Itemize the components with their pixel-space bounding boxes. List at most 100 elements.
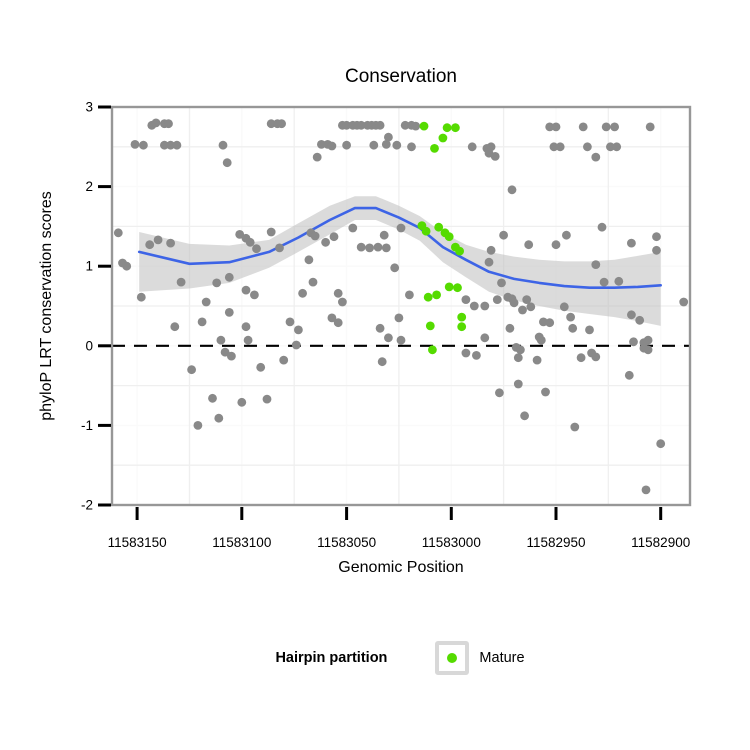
mature-data-point bbox=[442, 123, 452, 133]
svg-text:0: 0 bbox=[85, 338, 93, 353]
data-point bbox=[509, 298, 519, 308]
svg-text:-1: -1 bbox=[81, 418, 93, 433]
mature-data-point bbox=[453, 283, 462, 293]
data-point bbox=[384, 333, 393, 343]
data-point bbox=[317, 140, 326, 149]
data-point bbox=[375, 323, 385, 333]
data-point bbox=[652, 232, 661, 242]
mature-data-point bbox=[434, 222, 444, 232]
data-point bbox=[610, 122, 619, 132]
data-point bbox=[520, 411, 529, 421]
data-point bbox=[524, 240, 534, 250]
data-point bbox=[627, 238, 636, 248]
data-point bbox=[312, 152, 322, 162]
confidence-band bbox=[139, 196, 661, 326]
data-point bbox=[495, 388, 504, 398]
data-point bbox=[545, 318, 555, 328]
data-point bbox=[321, 237, 330, 247]
mature-data-point bbox=[444, 282, 454, 292]
data-point bbox=[224, 308, 234, 317]
data-point bbox=[136, 292, 146, 302]
data-point bbox=[369, 140, 379, 150]
data-point bbox=[484, 257, 494, 267]
data-point bbox=[237, 397, 247, 407]
data-point bbox=[480, 333, 490, 343]
data-point bbox=[208, 393, 217, 403]
data-point bbox=[541, 387, 550, 397]
mature-data-point bbox=[451, 123, 460, 133]
data-point bbox=[333, 318, 343, 328]
data-point bbox=[348, 223, 358, 233]
data-point bbox=[461, 348, 471, 358]
data-point bbox=[576, 353, 586, 363]
data-point bbox=[505, 323, 515, 333]
data-point bbox=[308, 277, 318, 287]
data-point bbox=[197, 317, 207, 327]
data-point bbox=[122, 261, 132, 271]
data-point bbox=[166, 238, 176, 248]
data-point bbox=[551, 240, 561, 250]
data-point bbox=[566, 312, 575, 322]
y-tick-labels: 3 2 1 0 -1 -2 bbox=[81, 100, 93, 513]
mature-data-point bbox=[425, 321, 435, 331]
data-point bbox=[627, 310, 636, 320]
data-point bbox=[375, 120, 385, 130]
data-point bbox=[342, 140, 351, 150]
data-point bbox=[507, 185, 517, 195]
x-axis-title: Genomic Position bbox=[338, 559, 464, 576]
data-point bbox=[176, 277, 186, 287]
data-point bbox=[545, 122, 555, 132]
data-point bbox=[411, 121, 421, 131]
data-point bbox=[266, 227, 276, 237]
data-point bbox=[212, 278, 222, 288]
data-point bbox=[559, 302, 569, 312]
data-point bbox=[224, 272, 234, 282]
data-point bbox=[235, 230, 245, 239]
data-point bbox=[643, 345, 653, 355]
data-point bbox=[365, 243, 374, 253]
data-point bbox=[338, 297, 347, 307]
data-point bbox=[113, 228, 123, 238]
axis-ticks bbox=[98, 105, 663, 520]
data-point bbox=[243, 335, 253, 345]
data-point bbox=[373, 242, 383, 252]
svg-text:1: 1 bbox=[85, 259, 93, 274]
svg-text:11583150: 11583150 bbox=[108, 535, 167, 550]
data-point bbox=[327, 141, 337, 151]
svg-text:2: 2 bbox=[85, 179, 93, 194]
data-point bbox=[170, 322, 180, 332]
data-point bbox=[601, 122, 611, 132]
data-point bbox=[153, 235, 163, 245]
data-point bbox=[635, 315, 645, 325]
data-point bbox=[499, 230, 508, 240]
data-point bbox=[591, 352, 601, 362]
data-point bbox=[472, 351, 481, 360]
data-point bbox=[555, 142, 565, 152]
svg-text:11582900: 11582900 bbox=[631, 535, 690, 550]
svg-text:11583000: 11583000 bbox=[422, 535, 481, 550]
mature-data-point bbox=[428, 345, 437, 355]
x-tick-labels: 11583150 11583100 11583050 11583000 11582950… bbox=[108, 535, 691, 550]
data-point bbox=[568, 323, 578, 333]
data-point bbox=[201, 297, 211, 307]
data-point bbox=[214, 413, 224, 423]
data-point bbox=[193, 421, 203, 430]
svg-text:3: 3 bbox=[85, 100, 93, 115]
data-point bbox=[652, 245, 661, 255]
data-point bbox=[679, 297, 689, 307]
legend-key-box bbox=[435, 641, 470, 675]
data-point bbox=[526, 302, 536, 312]
data-point bbox=[220, 347, 230, 357]
mature-point-icon bbox=[447, 653, 458, 663]
data-point bbox=[405, 290, 414, 300]
legend-item-label: Mature bbox=[479, 650, 525, 666]
data-point bbox=[304, 255, 314, 265]
data-point bbox=[396, 223, 406, 233]
data-point bbox=[379, 230, 389, 240]
y-axis-title: phyloP LRT conservation scores bbox=[38, 191, 55, 421]
data-point bbox=[262, 394, 272, 404]
data-point bbox=[551, 122, 561, 132]
legend: Hairpin partition Mature bbox=[50, 638, 750, 678]
data-point bbox=[614, 276, 624, 286]
smooth-line bbox=[137, 206, 662, 289]
